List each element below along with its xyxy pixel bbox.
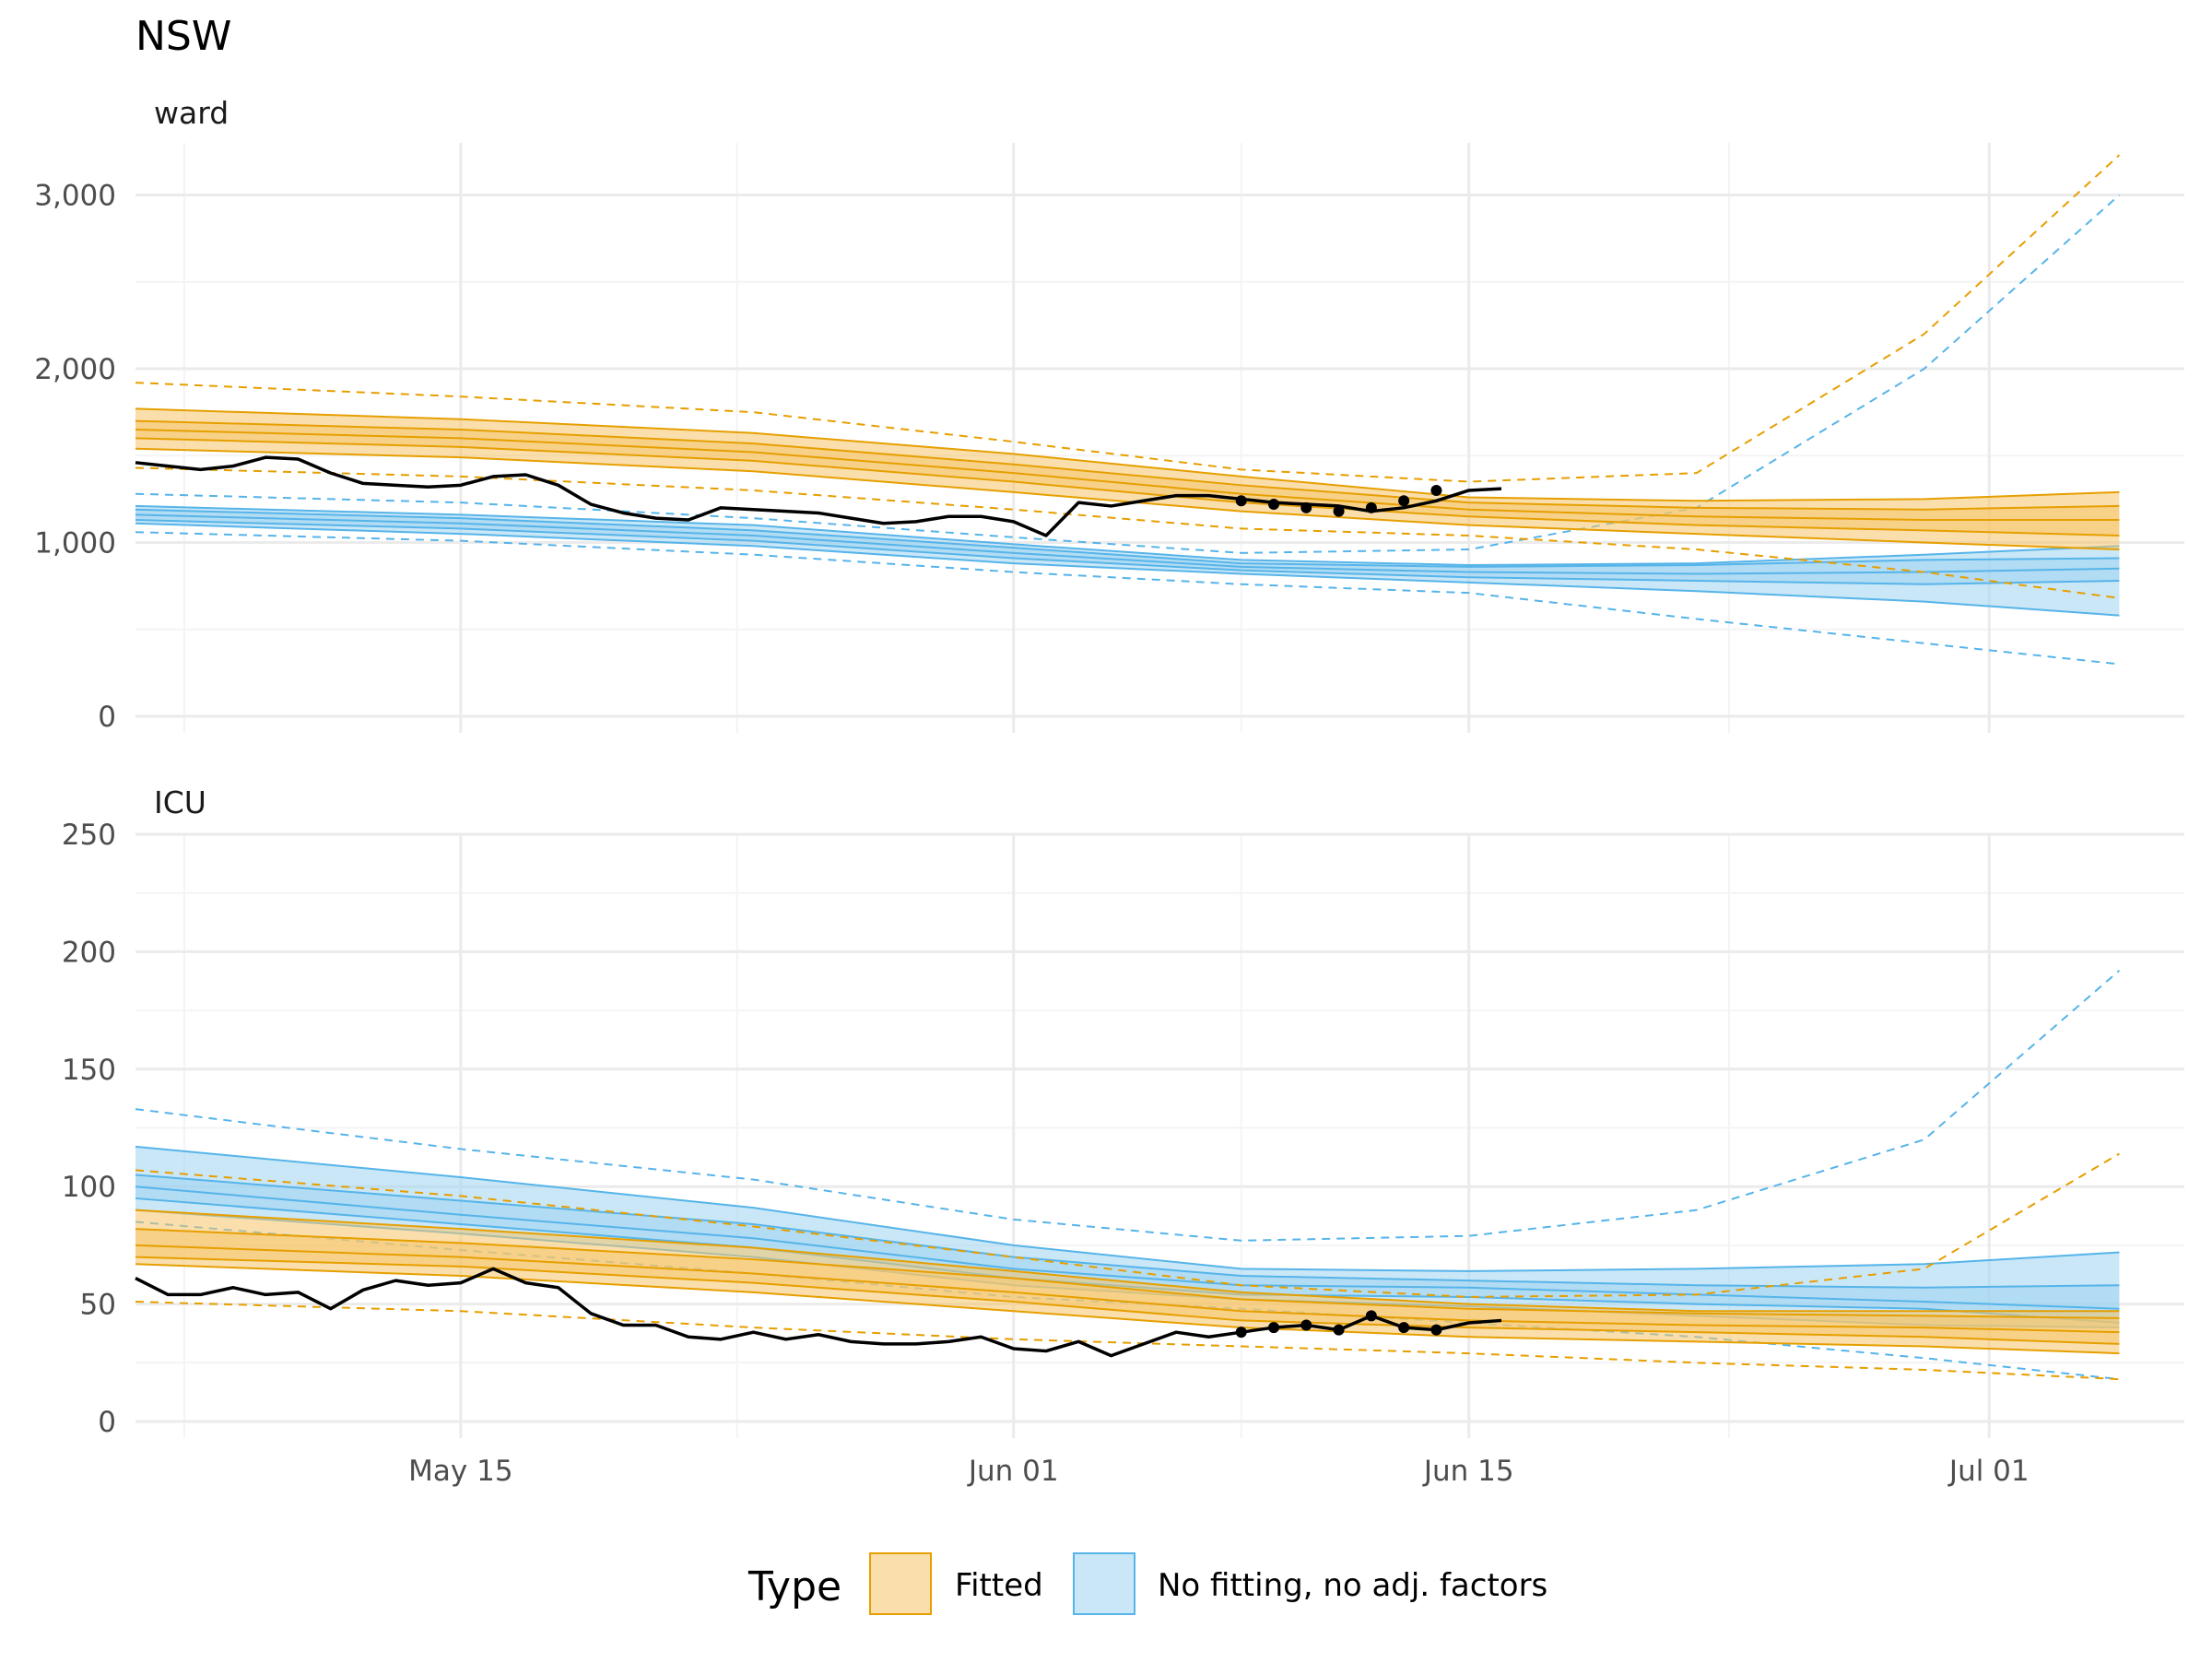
y-axis-ward: 0 1,000 2,000 3,000 xyxy=(34,180,116,734)
y-tick-label: 0 xyxy=(98,1406,116,1439)
band-edge-line xyxy=(135,1256,2120,1345)
band-inner xyxy=(135,509,2120,584)
legend-key-nofit xyxy=(1073,1552,1135,1615)
legend-key-fitted xyxy=(869,1552,932,1615)
observed-point xyxy=(1398,1322,1410,1334)
chart-title: NSW xyxy=(135,13,231,60)
band-edge-line xyxy=(135,504,2120,567)
median-line xyxy=(135,1244,2120,1334)
dashed-quantile-line xyxy=(135,466,2120,599)
x-tick-label: Jul 01 xyxy=(1947,1455,2030,1488)
y-tick-label: 1,000 xyxy=(34,527,116,560)
strip-label-icu: ICU xyxy=(154,784,206,820)
dashed-quantile-line xyxy=(135,531,2120,666)
median-line xyxy=(135,429,2120,522)
legend: Type Fitted No fitting, no adj. factors xyxy=(747,1552,1547,1615)
dashed-quantile-line xyxy=(135,970,2121,1242)
band-outer xyxy=(135,1146,2120,1328)
band-inner xyxy=(135,1229,2120,1344)
y-tick-label: 3,000 xyxy=(34,180,116,213)
x-tick-label: May 15 xyxy=(408,1455,512,1488)
observed-point xyxy=(1235,495,1247,507)
median-line xyxy=(135,513,2120,575)
y-tick-label: 0 xyxy=(98,701,116,734)
observed-ward xyxy=(135,455,1502,537)
y-tick-label: 250 xyxy=(62,819,116,852)
bands-ward xyxy=(135,154,2121,666)
dashed-quantile-line xyxy=(135,154,2121,483)
y-tick-label: 2,000 xyxy=(34,353,116,386)
x-axis: May 15 Jun 01 Jun 15 Jul 01 xyxy=(408,1455,2029,1488)
legend-label-fitted: Fitted xyxy=(955,1567,1043,1604)
observed-icu xyxy=(135,1267,1502,1358)
band-edge-line xyxy=(135,522,2120,617)
panel-icu: ICU 0 50 100 150 200 250 xyxy=(62,784,2184,1439)
observed-point xyxy=(1430,484,1442,496)
x-tick-label: Jun 15 xyxy=(1422,1455,1514,1488)
observed-point xyxy=(1268,499,1279,511)
dashed-quantile-line xyxy=(135,1301,2120,1381)
y-tick-label: 100 xyxy=(62,1171,116,1204)
strip-label-ward: ward xyxy=(154,95,229,131)
band-edge-line xyxy=(135,407,2120,502)
observed-point xyxy=(1365,501,1377,513)
band-edge-line xyxy=(135,1145,2120,1272)
y-tick-label: 150 xyxy=(62,1054,116,1087)
legend-title: Type xyxy=(747,1563,841,1610)
grid-icu xyxy=(135,832,2184,1438)
band-edge-line xyxy=(135,1174,2120,1289)
band-edge-line xyxy=(135,419,2120,511)
dashed-quantile-line xyxy=(135,194,2121,554)
x-tick-label: Jun 01 xyxy=(967,1455,1059,1488)
bands-icu xyxy=(135,970,2121,1381)
observed-point xyxy=(1235,1327,1247,1339)
observed-point xyxy=(1268,1322,1279,1334)
legend-label-nofit: No fitting, no adj. factors xyxy=(1158,1567,1547,1604)
band-edge-line xyxy=(135,519,2120,585)
panel-ward: ward 0 1,000 2,000 3,000 xyxy=(34,95,2184,734)
band-edge-line xyxy=(135,1209,2120,1313)
band-inner xyxy=(135,1174,2120,1323)
observed-point xyxy=(1300,501,1312,513)
y-axis-icu: 0 50 100 150 200 250 xyxy=(62,819,116,1439)
observed-point xyxy=(1430,1324,1442,1336)
observed-point xyxy=(1300,1319,1312,1331)
observed-point xyxy=(1333,1324,1345,1336)
band-edge-line xyxy=(135,447,2120,551)
dashed-quantile-line xyxy=(135,1152,2120,1298)
y-tick-label: 50 xyxy=(80,1289,116,1322)
observed-point xyxy=(1333,505,1345,517)
grid-ward xyxy=(135,143,2184,733)
y-tick-label: 200 xyxy=(62,936,116,969)
observed-point xyxy=(1365,1310,1377,1322)
band-edge-line xyxy=(135,508,2120,568)
band-edge-line xyxy=(135,1228,2120,1319)
observed-point xyxy=(1398,495,1410,507)
